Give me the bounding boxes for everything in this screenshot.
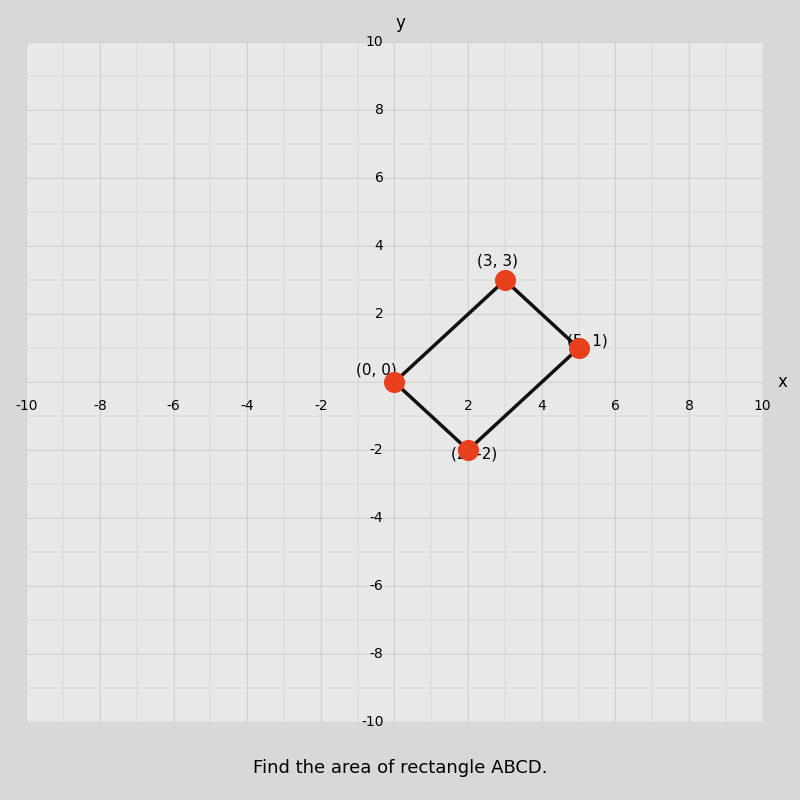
Text: Find the area of rectangle ABCD.: Find the area of rectangle ABCD. [253,759,547,777]
Text: 10: 10 [754,399,771,413]
Text: -6: -6 [166,399,181,413]
Point [462,444,474,457]
Text: (2, -2): (2, -2) [450,447,497,462]
Text: -8: -8 [370,647,383,661]
Text: 4: 4 [538,399,546,413]
Text: (3, 3): (3, 3) [477,254,518,268]
Text: 2: 2 [374,307,383,321]
Text: -6: -6 [370,579,383,593]
Text: -10: -10 [15,399,38,413]
Text: 8: 8 [685,399,694,413]
Point [572,342,585,354]
Text: 2: 2 [464,399,473,413]
Text: -10: -10 [361,715,383,729]
Text: -2: -2 [314,399,328,413]
Text: -8: -8 [93,399,106,413]
Text: (5, 1): (5, 1) [567,333,608,348]
Text: y: y [395,14,405,32]
Text: (0, 0): (0, 0) [356,362,397,377]
Text: -2: -2 [370,443,383,457]
Text: 4: 4 [374,239,383,253]
Text: -4: -4 [370,511,383,525]
Text: 8: 8 [374,103,383,118]
Text: x: x [778,373,787,391]
Text: -4: -4 [240,399,254,413]
Point [498,274,511,286]
Text: 10: 10 [366,35,383,50]
Text: 6: 6 [374,171,383,185]
Text: 6: 6 [611,399,620,413]
Point [388,376,401,389]
